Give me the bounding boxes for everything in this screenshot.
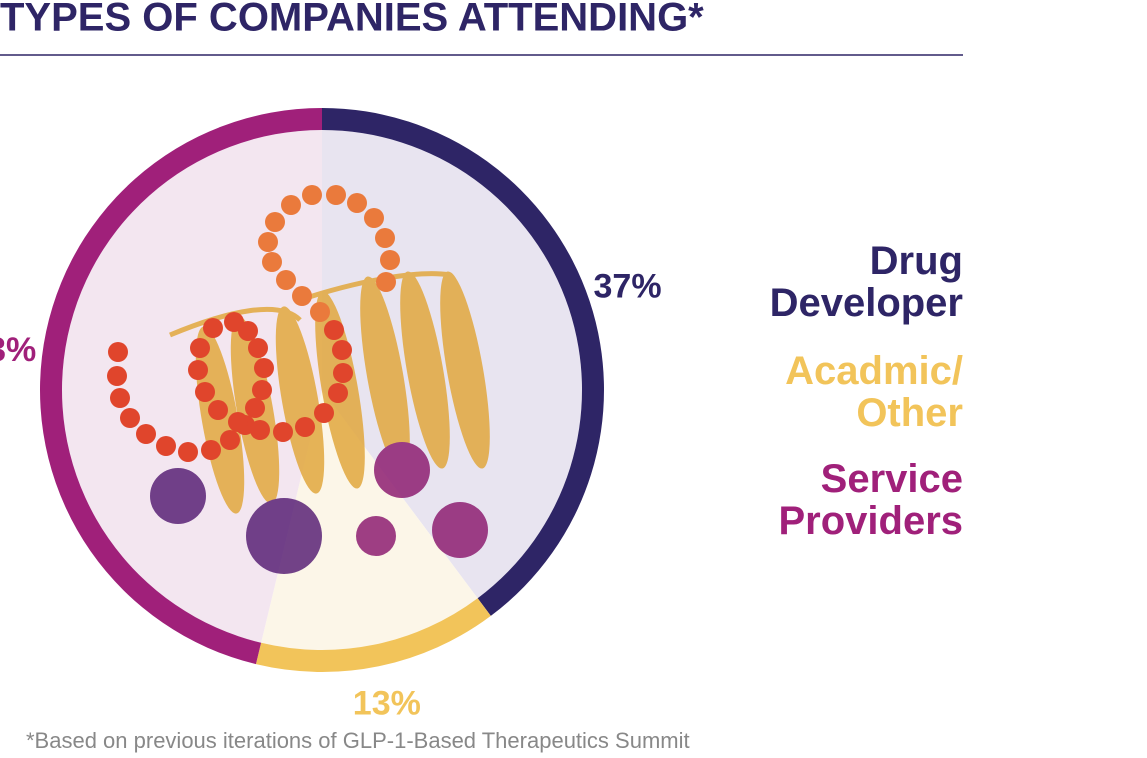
bead <box>295 417 315 437</box>
bead <box>201 440 221 460</box>
bead <box>314 403 334 423</box>
dots <box>107 185 400 462</box>
legend-entry: Service Providers <box>778 457 963 543</box>
bead <box>332 340 352 360</box>
bubble <box>432 502 488 558</box>
bead <box>333 363 353 383</box>
bead <box>347 193 367 213</box>
bead <box>375 228 395 248</box>
bead <box>328 383 348 403</box>
bead <box>380 250 400 270</box>
helix <box>195 326 245 514</box>
bead <box>250 420 270 440</box>
bead <box>195 382 215 402</box>
bead <box>281 195 301 215</box>
bead <box>292 286 312 306</box>
legend-entry: Acadmic/ Other <box>785 349 963 435</box>
bead <box>324 320 344 340</box>
pie-segment <box>322 108 604 616</box>
helix <box>440 271 490 469</box>
bead <box>120 408 140 428</box>
helix <box>400 271 450 469</box>
bead <box>252 380 272 400</box>
value-label: 13% <box>353 684 421 722</box>
value-label: 37% <box>594 267 662 305</box>
bead <box>364 208 384 228</box>
helix <box>360 276 410 474</box>
bead <box>188 360 208 380</box>
bead <box>220 430 240 450</box>
bead <box>276 270 296 290</box>
bead <box>136 424 156 444</box>
bead <box>310 302 330 322</box>
bead <box>254 358 274 378</box>
bubble <box>150 468 206 524</box>
bead <box>228 412 248 432</box>
bead <box>262 252 282 272</box>
bead <box>203 318 223 338</box>
bead <box>190 338 210 358</box>
bead <box>376 272 396 292</box>
footnote: *Based on previous iterations of GLP-1-B… <box>26 728 690 753</box>
bead <box>245 398 265 418</box>
bead <box>258 232 278 252</box>
bead <box>208 400 228 420</box>
bead <box>248 338 268 358</box>
helix <box>275 306 325 494</box>
bead <box>108 342 128 362</box>
bead <box>107 366 127 386</box>
pie-segment <box>255 598 491 673</box>
legend-entry: Drug Developer <box>769 239 963 325</box>
value-label: 43% <box>0 331 36 369</box>
bead <box>178 442 198 462</box>
bead <box>224 312 244 332</box>
bead <box>110 388 130 408</box>
bead <box>265 212 285 232</box>
bubble <box>374 442 430 498</box>
bead <box>302 185 322 205</box>
bead <box>156 436 176 456</box>
bead <box>273 422 293 442</box>
chart-title: TYPES OF COMPANIES ATTENDING* <box>0 0 704 40</box>
bubble <box>356 516 396 556</box>
bubble <box>246 498 322 574</box>
bead <box>326 185 346 205</box>
